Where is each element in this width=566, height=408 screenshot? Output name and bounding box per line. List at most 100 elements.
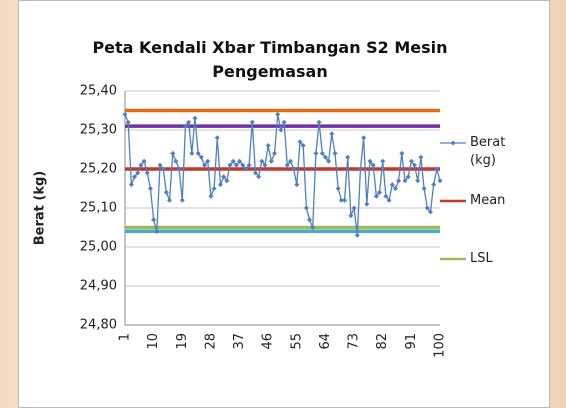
data-point bbox=[307, 217, 313, 223]
data-point bbox=[287, 158, 293, 164]
data-point bbox=[205, 158, 211, 164]
data-point bbox=[412, 162, 418, 168]
data-point bbox=[313, 150, 319, 156]
x-tick-label: 28 bbox=[203, 333, 218, 350]
data-point bbox=[342, 197, 348, 203]
data-point bbox=[211, 186, 217, 191]
data-point bbox=[208, 193, 214, 199]
data-point bbox=[431, 182, 437, 188]
data-point bbox=[399, 150, 405, 156]
data-point bbox=[319, 150, 325, 156]
data-point bbox=[259, 158, 265, 164]
data-point bbox=[243, 166, 249, 172]
data-point bbox=[151, 217, 157, 223]
data-point bbox=[230, 158, 236, 164]
data-point bbox=[249, 119, 255, 125]
data-point bbox=[144, 170, 150, 176]
data-point bbox=[141, 158, 147, 164]
y-tick-label: 25,00 bbox=[80, 240, 117, 255]
data-point bbox=[367, 158, 373, 164]
chart-frame bbox=[18, 0, 550, 408]
data-point bbox=[135, 170, 141, 176]
data-point bbox=[310, 225, 316, 230]
data-point bbox=[434, 166, 440, 172]
data-point bbox=[272, 150, 278, 156]
data-point bbox=[300, 143, 306, 149]
data-point bbox=[192, 115, 198, 121]
legend-marker bbox=[450, 140, 456, 146]
data-point bbox=[202, 162, 208, 168]
data-point bbox=[332, 150, 338, 156]
data-point bbox=[227, 162, 233, 168]
data-point bbox=[179, 197, 185, 203]
data-point bbox=[189, 150, 195, 156]
data-point bbox=[316, 119, 322, 125]
data-point bbox=[396, 178, 402, 184]
data-point bbox=[281, 119, 287, 125]
x-tick-label: 46 bbox=[261, 333, 276, 350]
legend-label: Berat (kg) bbox=[470, 135, 506, 168]
data-point bbox=[392, 186, 398, 191]
data-point bbox=[377, 189, 383, 195]
data-point bbox=[348, 213, 354, 219]
data-point bbox=[237, 158, 243, 164]
y-tick-label: 25,30 bbox=[80, 123, 117, 138]
x-tick-label: 55 bbox=[289, 333, 304, 350]
data-point bbox=[357, 166, 363, 172]
data-point bbox=[373, 193, 379, 199]
data-point bbox=[329, 131, 335, 137]
x-tick-label: 1 bbox=[118, 333, 133, 341]
data-point bbox=[217, 182, 223, 188]
data-point bbox=[351, 205, 357, 211]
x-tick-label: 82 bbox=[375, 333, 390, 350]
data-point bbox=[147, 186, 153, 191]
data-point bbox=[128, 182, 134, 188]
data-point bbox=[322, 154, 328, 160]
data-point bbox=[221, 174, 227, 180]
data-point bbox=[437, 178, 443, 184]
x-tick-label: 73 bbox=[347, 333, 362, 350]
data-point bbox=[198, 154, 204, 160]
x-tick-label: 64 bbox=[318, 333, 333, 350]
y-tick-label: 25,20 bbox=[80, 162, 117, 177]
y-tick-label: 24,90 bbox=[80, 279, 117, 294]
data-point bbox=[354, 232, 360, 238]
data-point bbox=[268, 158, 274, 164]
data-point bbox=[294, 182, 300, 188]
data-point bbox=[173, 158, 179, 164]
data-point bbox=[291, 166, 297, 172]
data-point bbox=[275, 111, 281, 117]
data-point bbox=[256, 174, 262, 180]
data-point bbox=[408, 158, 414, 164]
data-point bbox=[297, 139, 303, 145]
data-point bbox=[182, 123, 188, 129]
data-point bbox=[424, 205, 430, 211]
data-point bbox=[386, 197, 392, 203]
data-point bbox=[160, 166, 166, 172]
y-tick-label: 25,40 bbox=[80, 84, 117, 99]
chart-title: Peta Kendali Xbar Timbangan S2 Mesin Pen… bbox=[92, 38, 448, 81]
y-tick-label: 25,10 bbox=[80, 201, 117, 216]
y-tick-label: 24,80 bbox=[80, 318, 117, 333]
data-point bbox=[335, 186, 341, 191]
data-point bbox=[214, 135, 220, 141]
y-axis-label: Berat (kg) bbox=[33, 171, 48, 245]
data-point bbox=[176, 166, 182, 172]
data-point bbox=[195, 150, 201, 156]
data-point bbox=[170, 150, 176, 156]
x-tick-label: 100 bbox=[433, 333, 448, 358]
data-point bbox=[421, 186, 427, 191]
data-point bbox=[415, 178, 421, 184]
data-point bbox=[138, 162, 144, 168]
data-point bbox=[224, 178, 230, 184]
data-point bbox=[262, 162, 268, 168]
data-point bbox=[418, 154, 424, 160]
data-point bbox=[132, 174, 138, 180]
data-point bbox=[246, 162, 252, 168]
data-point bbox=[154, 228, 160, 234]
data-point bbox=[370, 162, 376, 168]
x-tick-label: 91 bbox=[404, 333, 419, 350]
data-point bbox=[364, 201, 370, 207]
data-point bbox=[157, 162, 163, 168]
